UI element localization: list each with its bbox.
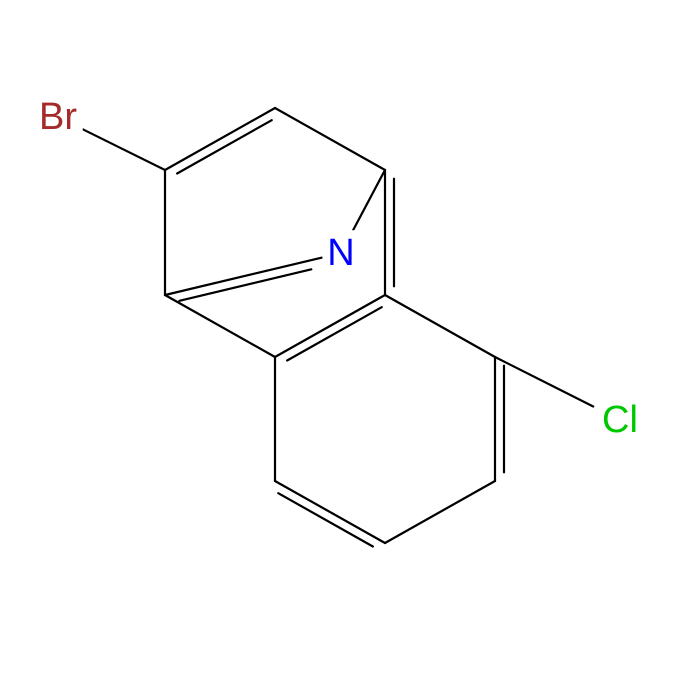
bond-C8-N1 <box>165 258 322 295</box>
molecule-diagram: Br N Cl <box>0 0 700 700</box>
bond-C3a-C4 <box>385 295 495 357</box>
bond-C7a-C8 <box>165 295 275 357</box>
bond-Br-C1 <box>83 129 165 170</box>
atom-n: N <box>327 232 354 274</box>
atom-br: Br <box>39 96 77 138</box>
bond-C5-C6 <box>385 481 495 543</box>
bond-C1-C2 <box>165 108 275 170</box>
bond-C6-C7 <box>275 481 385 543</box>
atom-cl: Cl <box>602 399 638 441</box>
bond-C2-C3 <box>275 108 385 170</box>
bond-C7a-C3a <box>275 295 385 357</box>
bond-N1-C3 <box>350 170 385 235</box>
bond-C4-Cl <box>495 357 593 406</box>
